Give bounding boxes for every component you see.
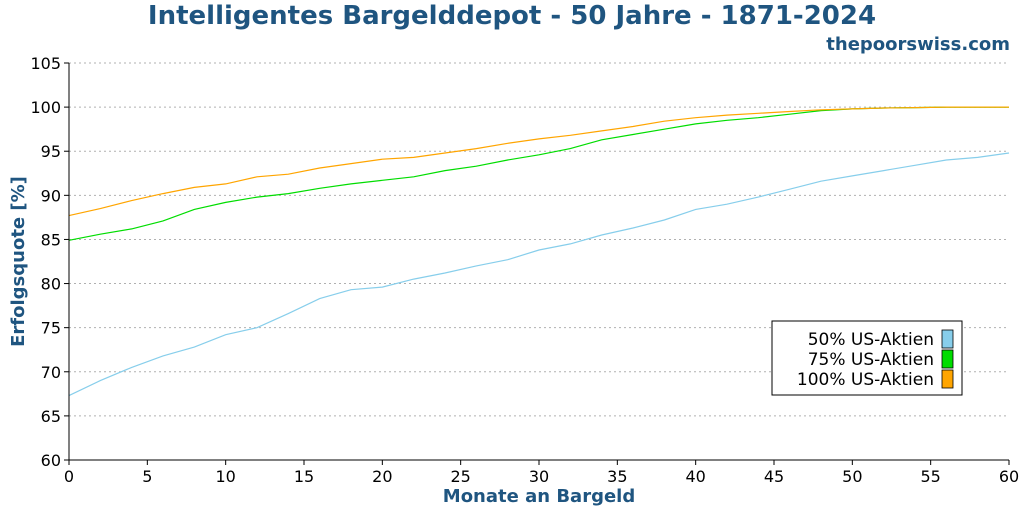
y-tick-label: 105 xyxy=(30,54,61,73)
y-tick-label: 70 xyxy=(41,363,61,382)
x-tick-label: 0 xyxy=(64,467,74,486)
y-tick-label: 65 xyxy=(41,407,61,426)
x-tick-label: 15 xyxy=(294,467,314,486)
y-tick-label: 85 xyxy=(41,230,61,249)
x-tick-label: 50 xyxy=(842,467,862,486)
x-tick-label: 55 xyxy=(920,467,940,486)
chart-title: Intelligentes Bargelddepot - 50 Jahre - … xyxy=(147,1,877,31)
x-tick-label: 20 xyxy=(372,467,392,486)
x-tick-label: 45 xyxy=(764,467,784,486)
legend-swatch xyxy=(941,329,954,349)
series-line-3 xyxy=(68,106,1009,217)
x-tick-label: 30 xyxy=(529,467,549,486)
legend-swatch xyxy=(941,349,954,369)
x-tick-label: 60 xyxy=(999,467,1019,486)
legend-label: 100% US-Aktien xyxy=(797,370,934,390)
y-axis-label: Erfolgsquote [%] xyxy=(8,176,29,347)
x-tick-label: 10 xyxy=(215,467,235,486)
y-tick-label: 60 xyxy=(41,451,61,470)
series-line-1 xyxy=(68,152,1010,397)
x-tick-label: 35 xyxy=(607,467,627,486)
legend-label: 50% US-Aktien xyxy=(808,330,934,350)
legend-swatch xyxy=(941,369,954,389)
legend-box xyxy=(771,320,963,396)
y-tick-label: 95 xyxy=(41,142,61,161)
x-axis-label: Monate an Bargeld xyxy=(443,486,635,507)
y-tick-label: 90 xyxy=(41,186,61,205)
legend-label: 75% US-Aktien xyxy=(808,350,934,370)
x-tick-label: 25 xyxy=(450,467,470,486)
x-tick-label: 5 xyxy=(142,467,152,486)
watermark: thepoorswiss.com xyxy=(826,34,1010,55)
y-tick-label: 75 xyxy=(41,319,61,338)
x-tick-label: 40 xyxy=(685,467,705,486)
y-tick-label: 100 xyxy=(30,98,61,117)
y-tick-label: 80 xyxy=(41,275,61,294)
